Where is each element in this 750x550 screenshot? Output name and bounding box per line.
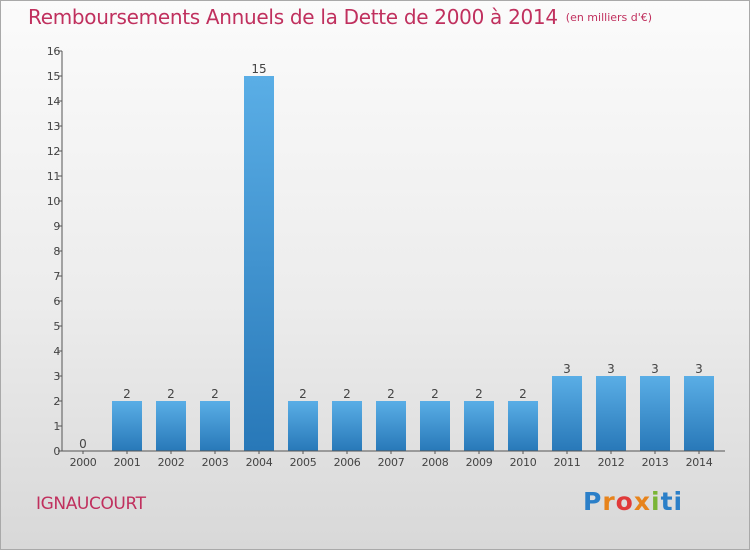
y-tick-label-2: 2 [53, 395, 60, 408]
x-tick-label-2009: 2009 [466, 456, 493, 469]
bar-2004 [244, 76, 274, 451]
chart-title: Remboursements Annuels de la Dette de 20… [28, 5, 652, 29]
y-tick-label-15: 15 [47, 70, 61, 83]
x-tick-label-2014: 2014 [686, 456, 713, 469]
data-label-2012: 3 [607, 362, 615, 376]
x-tick-label-2001: 2001 [114, 456, 141, 469]
data-label-2004: 15 [251, 62, 266, 76]
bar-2010 [508, 401, 538, 451]
data-label-2002: 2 [167, 387, 175, 401]
data-label-2006: 2 [343, 387, 351, 401]
data-label-2009: 2 [475, 387, 483, 401]
logo-letter: i [651, 487, 661, 516]
bar-2003 [200, 401, 230, 451]
data-label-2005: 2 [299, 387, 307, 401]
y-tick-label-13: 13 [47, 120, 61, 133]
bar-2013 [640, 376, 670, 451]
chart-title-text: Remboursements Annuels de la Dette de 20… [28, 5, 558, 29]
logo-letter: x [633, 487, 651, 516]
bar-2006 [332, 401, 362, 451]
y-tick-label-12: 12 [47, 145, 60, 158]
bar-2012 [596, 376, 626, 451]
data-label-2011: 3 [563, 362, 571, 376]
bar-2007 [376, 401, 406, 451]
data-label-2001: 2 [123, 387, 131, 401]
y-tick-label-4: 4 [53, 345, 60, 358]
data-label-2014: 3 [695, 362, 703, 376]
logo-letter: r [602, 487, 616, 516]
y-tick-label-7: 7 [53, 270, 60, 283]
data-label-2007: 2 [387, 387, 395, 401]
y-tick-label-0: 0 [53, 445, 60, 458]
x-tick-label-2013: 2013 [642, 456, 669, 469]
data-label-2000: 0 [79, 437, 87, 451]
bar-2005 [288, 401, 318, 451]
logo-letter: o [615, 487, 634, 516]
proxiti-logo[interactable]: Proxiti [583, 487, 683, 516]
x-tick-label-2011: 2011 [554, 456, 581, 469]
logo-letter: t [660, 487, 674, 516]
bars-group [112, 76, 714, 451]
y-tick-label-11: 11 [47, 170, 60, 183]
x-tick-label-2005: 2005 [290, 456, 317, 469]
x-tick-label-2007: 2007 [378, 456, 405, 469]
y-tick-label-3: 3 [53, 370, 60, 383]
x-tick-label-2006: 2006 [334, 456, 361, 469]
x-tick-label-2000: 2000 [70, 456, 97, 469]
data-label-2010: 2 [519, 387, 527, 401]
y-tick-label-1: 1 [53, 420, 60, 433]
labels-group: 0200022001220022200315200422005220062200… [47, 45, 713, 469]
y-tick-label-5: 5 [53, 320, 60, 333]
bar-2002 [156, 401, 186, 451]
bar-2001 [112, 401, 142, 451]
x-tick-label-2012: 2012 [598, 456, 625, 469]
y-tick-label-14: 14 [47, 95, 61, 108]
x-tick-label-2002: 2002 [158, 456, 185, 469]
commune-name: IGNAUCOURT [36, 494, 146, 514]
data-label-2003: 2 [211, 387, 219, 401]
bar-2009 [464, 401, 494, 451]
chart-unit-note: (en milliers d'€) [565, 11, 653, 24]
logo-letter: i [673, 487, 684, 516]
logo-letter: P [583, 487, 603, 516]
bar-2011 [552, 376, 582, 451]
x-tick-label-2008: 2008 [422, 456, 449, 469]
data-label-2008: 2 [431, 387, 439, 401]
x-tick-label-2004: 2004 [246, 456, 273, 469]
data-label-2013: 3 [651, 362, 659, 376]
y-tick-label-10: 10 [47, 195, 61, 208]
y-tick-label-16: 16 [47, 45, 61, 58]
bar-2014 [684, 376, 714, 451]
bar-2008 [420, 401, 450, 451]
axes-group [58, 50, 725, 454]
y-tick-label-6: 6 [53, 295, 60, 308]
y-tick-label-8: 8 [53, 245, 60, 258]
x-tick-label-2010: 2010 [510, 456, 537, 469]
y-tick-label-9: 9 [53, 220, 60, 233]
x-tick-label-2003: 2003 [202, 456, 229, 469]
